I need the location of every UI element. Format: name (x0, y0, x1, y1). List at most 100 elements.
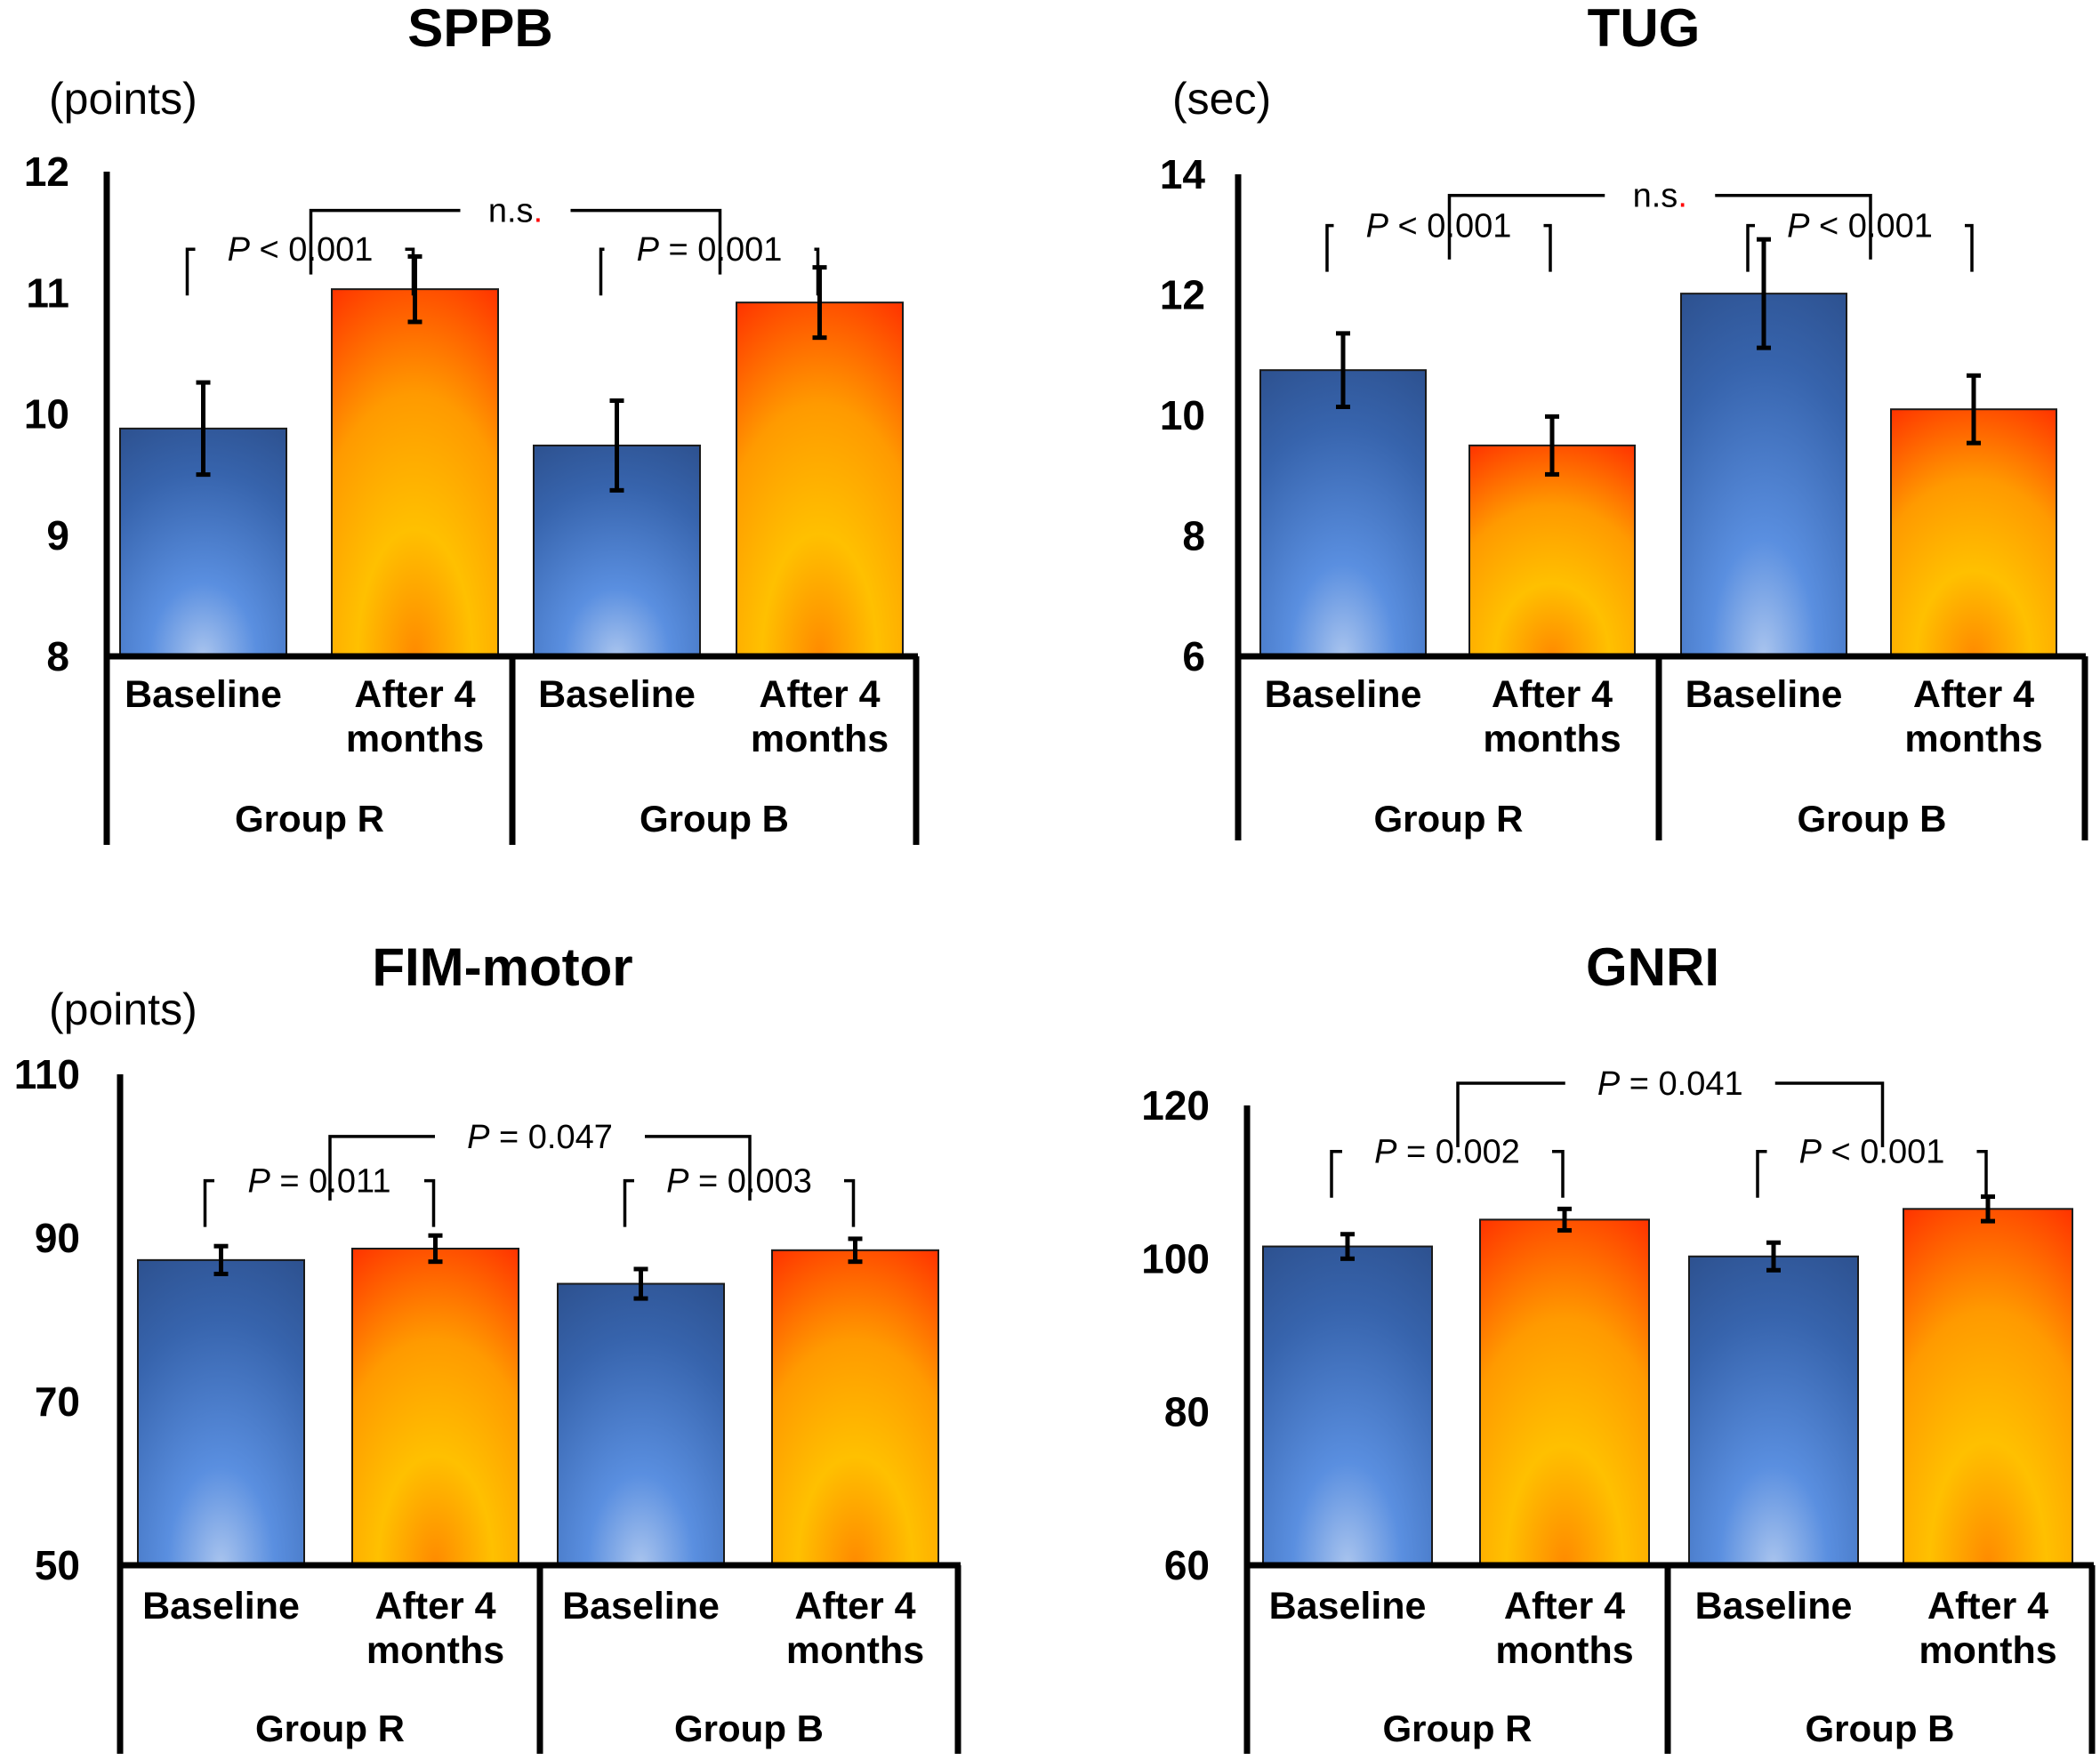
significance-bracket: P < 0.001 (1746, 208, 1974, 272)
bracket-left (1325, 223, 1334, 272)
category-label-line: After 4 (374, 1585, 495, 1627)
significance-label-text: = 0.047 (489, 1119, 612, 1156)
category-label-line: Baseline (142, 1585, 300, 1627)
significance-label-p: P (1787, 208, 1810, 245)
category-label: Baseline (1265, 673, 1422, 716)
significance-label: P < 0.001 (1799, 1134, 1945, 1171)
category-label: After 4 months (751, 673, 889, 760)
category-label: Baseline (562, 1585, 720, 1627)
bar-after-group-b (1903, 1208, 2073, 1566)
category-label: After 4 months (1495, 1585, 1633, 1672)
significance-bracket: P < 0.001 (1756, 1134, 1988, 1198)
bracket-left (1447, 193, 1605, 260)
y-tick-label: 70 (35, 1378, 80, 1425)
significance-bracket: P = 0.001 (599, 231, 820, 296)
category-label-line: After 4 (1492, 673, 1613, 716)
y-tick-label: 12 (1160, 272, 1205, 318)
significance-bracket: P = 0.003 (623, 1163, 856, 1227)
significance-label-p: P (1597, 1065, 1621, 1103)
significance-label: P = 0.001 (637, 231, 783, 269)
bar-baseline-group-b (557, 1282, 725, 1567)
y-tick-label: 80 (1164, 1389, 1210, 1435)
bracket-right (1774, 1081, 1885, 1148)
y-tick-label: 110 (14, 1051, 80, 1097)
significance-label: P = 0.047 (467, 1119, 613, 1156)
significance-label-p: P (666, 1163, 689, 1201)
category-label-line: months (1904, 718, 2042, 760)
bracket-right (1965, 223, 1974, 272)
y-tick-label: 8 (1182, 513, 1205, 559)
group-label: Group B (1806, 1708, 1955, 1749)
bracket-left (328, 1135, 435, 1201)
significance-label-dot: . (534, 193, 543, 230)
bracket-left (1456, 1081, 1565, 1148)
significance-label: n.s. (1633, 178, 1687, 215)
group-label: Group R (1383, 1708, 1533, 1749)
significance-bracket: n.s. (309, 193, 722, 275)
significance-bracket: P = 0.041 (1456, 1065, 1885, 1148)
y-tick-label: 90 (35, 1215, 80, 1261)
bar-baseline-group-r (1259, 369, 1427, 657)
group-label: Group R (255, 1708, 405, 1749)
chart-title: TUG (1588, 0, 1701, 58)
category-label: After 4 months (1483, 673, 1621, 760)
y-tick-label: 6 (1182, 633, 1205, 679)
significance-label: P < 0.001 (228, 231, 374, 269)
bracket-left (185, 247, 196, 296)
significance-label: P = 0.002 (1374, 1134, 1520, 1171)
significance-label: P < 0.001 (1366, 208, 1512, 245)
y-tick-label: 100 (1141, 1235, 1210, 1282)
significance-label-p: P (248, 1163, 271, 1201)
category-label-line: months (366, 1629, 504, 1672)
bar-after-group-r (1468, 444, 1636, 657)
y-axis-unit-label: (points) (49, 74, 197, 124)
category-label-line: After 4 (1504, 1585, 1625, 1627)
significance-label-p: P (228, 231, 251, 269)
y-tick-label: 60 (1164, 1542, 1210, 1588)
y-tick-label: 50 (35, 1542, 80, 1588)
bar-after-group-r (351, 1247, 519, 1566)
y-axis-unit-label: (points) (49, 984, 197, 1034)
category-label-line: After 4 (1913, 673, 2034, 716)
chart-panel-fim-motor: FIM-motor (points) 50 70 90 110 Baseline After … (14, 937, 961, 1754)
significance-bracket: P < 0.001 (185, 231, 415, 296)
bar-after-group-r (331, 288, 499, 657)
significance-label-p: P (1366, 208, 1389, 245)
significance-bracket: P = 0.002 (1330, 1134, 1565, 1198)
category-label: After 4 months (366, 1585, 504, 1672)
bar-after-group-r (1479, 1218, 1650, 1566)
category-label-line: Baseline (1695, 1585, 1853, 1627)
category-label-line: months (786, 1629, 924, 1672)
category-label-line: months (346, 718, 484, 760)
significance-bracket: P = 0.011 (203, 1163, 436, 1227)
category-label: Baseline (1686, 673, 1843, 716)
bar-after-group-b (736, 301, 904, 657)
significance-label-p: P (1374, 1134, 1397, 1171)
category-label-line: months (1495, 1629, 1633, 1672)
category-label-line: After 4 (354, 673, 475, 716)
bracket-right (844, 1178, 856, 1227)
group-label: Group B (674, 1708, 824, 1749)
significance-label-text: n.s (488, 193, 534, 230)
bracket-left (203, 1178, 214, 1227)
category-label-line: After 4 (794, 1585, 915, 1627)
category-label-line: Baseline (1269, 1585, 1427, 1627)
significance-label-text: n.s (1633, 178, 1678, 215)
category-label: Baseline (1269, 1585, 1427, 1627)
category-label: Baseline (1695, 1585, 1853, 1627)
bracket-left (309, 208, 461, 275)
significance-label: P < 0.001 (1787, 208, 1933, 245)
category-label-line: Baseline (125, 673, 282, 716)
bracket-right (1552, 1149, 1565, 1198)
group-label: Group B (1798, 798, 1947, 840)
bracket-right (1715, 193, 1872, 260)
significance-label-dot: . (1678, 178, 1687, 215)
bracket-right (424, 1178, 436, 1227)
significance-label-p: P (637, 231, 660, 269)
bracket-left (1330, 1149, 1342, 1198)
bracket-left (1756, 1149, 1767, 1198)
significance-label-p: P (467, 1119, 490, 1156)
significance-label: n.s. (488, 193, 543, 230)
significance-label-p: P (1799, 1134, 1822, 1171)
